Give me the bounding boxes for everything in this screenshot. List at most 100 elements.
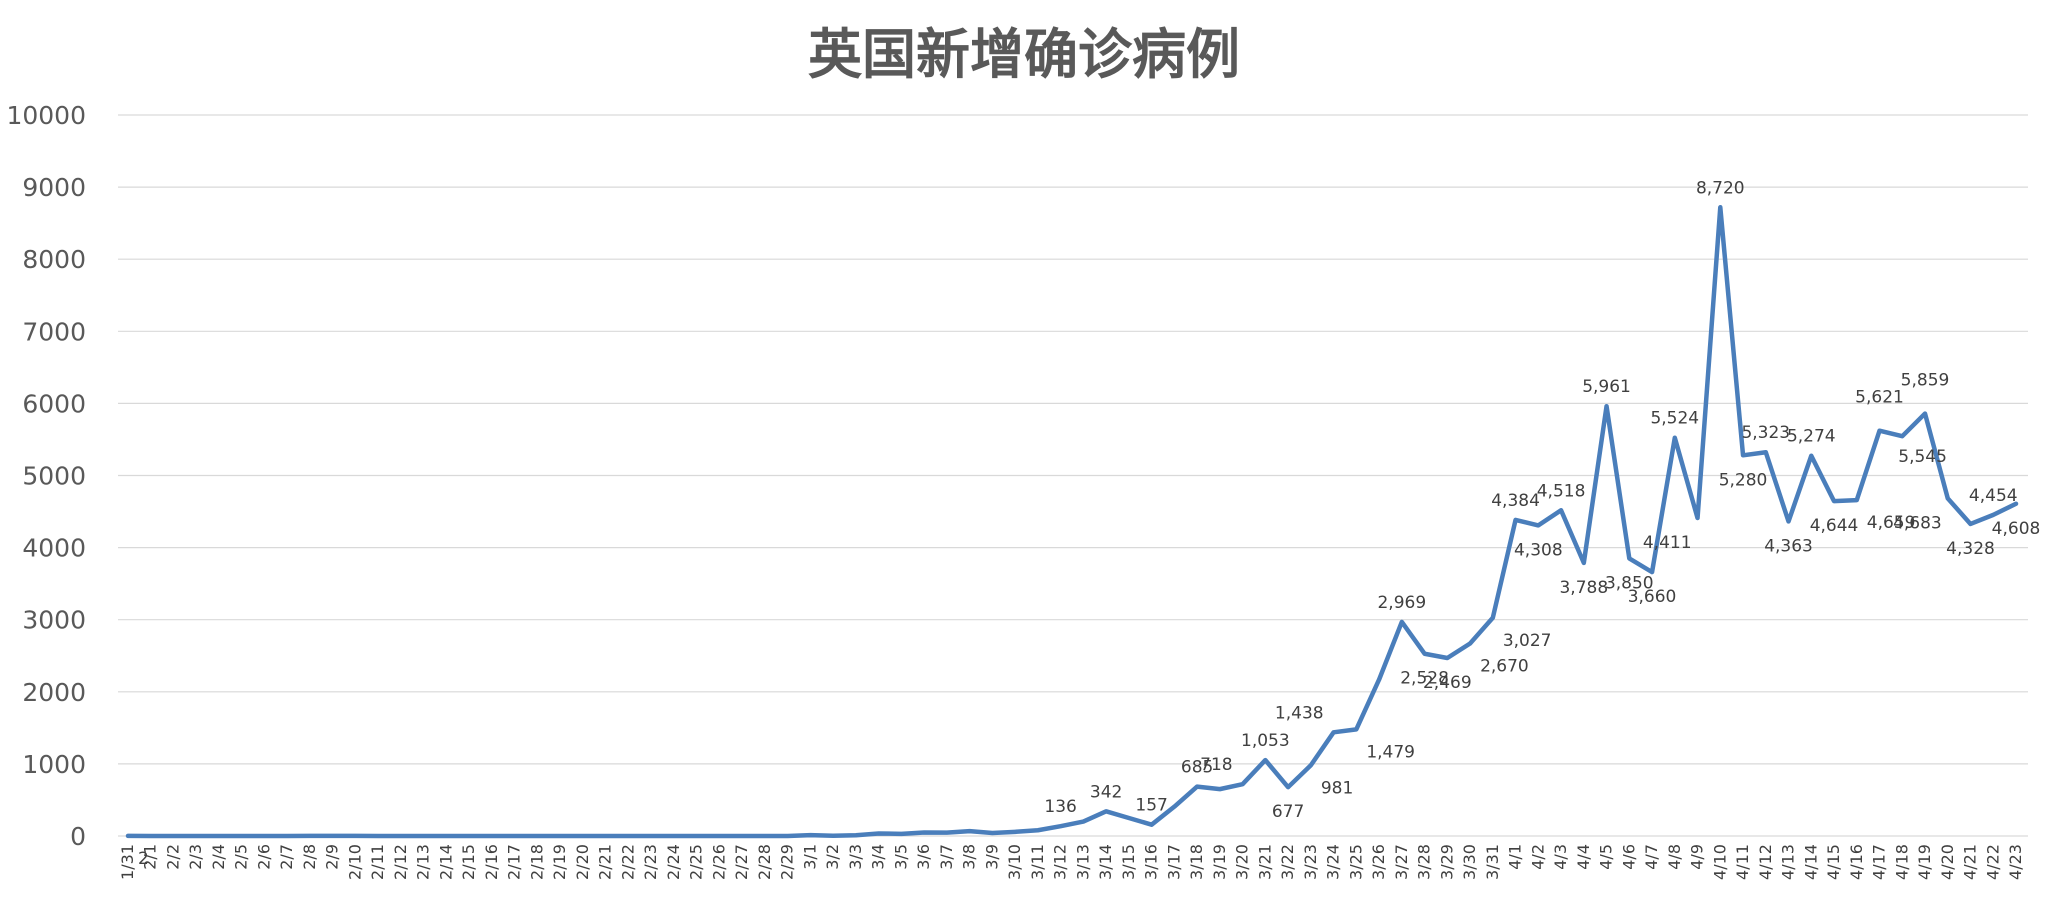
- data-label: 718: [1200, 755, 1232, 775]
- x-tick-label: 3/5: [891, 844, 910, 870]
- x-tick-label: 4/18: [1892, 844, 1911, 880]
- x-tick-label: 3/25: [1346, 844, 1365, 880]
- data-label: 1,479: [1366, 742, 1415, 762]
- x-tick-label: 4/23: [2006, 844, 2025, 880]
- x-tick-label: 2/29: [778, 844, 797, 880]
- data-label: 3,788: [1559, 578, 1608, 598]
- x-tick-label: 2/13: [414, 844, 433, 880]
- gridlines: [118, 114, 2028, 837]
- data-label: 4,608: [1992, 519, 2041, 539]
- data-label: 4,683: [1893, 513, 1942, 533]
- data-label: 2: [138, 849, 149, 869]
- data-label: 2,469: [1423, 673, 1472, 693]
- data-label: 4,411: [1643, 533, 1692, 553]
- x-tick-label: 3/4: [869, 844, 888, 870]
- data-label: 8,720: [1696, 178, 1745, 198]
- y-tick-label: 3000: [22, 606, 86, 635]
- x-tick-label: 3/28: [1415, 844, 1434, 880]
- x-tick-label: 4/17: [1870, 844, 1889, 880]
- x-tick-label: 3/23: [1301, 844, 1320, 880]
- x-tick-label: 4/13: [1779, 844, 1798, 880]
- x-tick-label: 2/27: [732, 844, 751, 880]
- x-tick-label: 2/12: [391, 844, 410, 880]
- x-tick-label: 4/15: [1824, 844, 1843, 880]
- x-tick-label: 2/18: [527, 844, 546, 880]
- series-line: [125, 205, 2019, 839]
- x-tick-label: 2/15: [459, 844, 478, 880]
- x-tick-label: 2/4: [209, 844, 228, 870]
- x-tick-label: 4/8: [1665, 844, 1684, 870]
- x-tick-label: 3/10: [1005, 844, 1024, 880]
- data-label: 4,644: [1810, 516, 1859, 536]
- x-tick-label: 3/19: [1210, 844, 1229, 880]
- x-tick-label: 3/13: [1073, 844, 1092, 880]
- x-tick-label: 3/26: [1369, 844, 1388, 880]
- x-tick-label: 2/28: [755, 844, 774, 880]
- chart-title: 英国新增确诊病例: [808, 22, 1240, 86]
- data-label: 1,053: [1241, 731, 1290, 751]
- x-tick-label: 4/7: [1642, 844, 1661, 870]
- x-tick-label: 2/25: [687, 844, 706, 880]
- x-tick-label: 2/17: [505, 844, 524, 880]
- y-tick-label: 2000: [22, 678, 86, 707]
- x-tick-label: 3/22: [1278, 844, 1297, 880]
- x-tick-label: 3/11: [1028, 844, 1047, 880]
- data-label: 3,027: [1503, 631, 1552, 651]
- x-tick-label: 1/31: [118, 844, 137, 880]
- x-tick-label: 4/10: [1710, 844, 1729, 880]
- y-tick-label: 5000: [22, 462, 86, 491]
- x-tick-label: 2/10: [345, 844, 364, 880]
- x-tick-label: 2/9: [323, 844, 342, 870]
- data-label: 4,454: [1969, 486, 2018, 506]
- data-label: 4,384: [1491, 491, 1540, 511]
- x-tick-label: 3/2: [823, 844, 842, 870]
- y-tick-label: 8000: [22, 245, 86, 274]
- data-label: 5,524: [1650, 409, 1699, 429]
- data-label: 136: [1044, 797, 1076, 817]
- data-label: 3,660: [1628, 587, 1677, 607]
- y-tick-label: 0: [70, 822, 86, 851]
- data-label: 5,859: [1901, 371, 1950, 391]
- x-tick-label: 3/31: [1483, 844, 1502, 880]
- x-tick-label: 2/8: [300, 844, 319, 870]
- x-tick-label: 2/3: [186, 844, 205, 870]
- x-tick-label: 3/7: [937, 844, 956, 870]
- x-tick-label: 2/19: [550, 844, 569, 880]
- x-tick-label: 3/18: [1187, 844, 1206, 880]
- x-tick-label: 3/12: [1051, 844, 1070, 880]
- x-tick-label: 3/24: [1324, 844, 1343, 880]
- x-tick-label: 3/17: [1164, 844, 1183, 880]
- x-tick-label: 4/22: [1983, 844, 2002, 880]
- x-tick-label: 2/26: [709, 844, 728, 880]
- x-tick-label: 4/19: [1915, 844, 1934, 880]
- y-axis-ticks: 0 1000 2000 3000 4000 5000 6000 7000 8000 9000 100…: [6, 101, 86, 851]
- x-tick-label: 3/29: [1437, 844, 1456, 880]
- x-tick-label: 3/8: [960, 844, 979, 870]
- y-tick-label: 1000: [22, 750, 86, 779]
- x-tick-label: 3/14: [1096, 844, 1115, 880]
- x-tick-label: 3/27: [1392, 844, 1411, 880]
- x-tick-label: 4/16: [1847, 844, 1866, 880]
- data-label: 5,274: [1787, 427, 1836, 447]
- x-tick-label: 2/2: [163, 844, 182, 870]
- x-tick-label: 3/30: [1460, 844, 1479, 880]
- x-tick-label: 3/1: [800, 844, 819, 870]
- x-tick-label: 2/5: [232, 844, 251, 870]
- x-tick-label: 2/21: [596, 844, 615, 880]
- data-label: 1,438: [1275, 703, 1324, 723]
- x-tick-label: 4/12: [1756, 844, 1775, 880]
- data-label: 5,545: [1898, 447, 1947, 467]
- data-label: 677: [1272, 802, 1304, 822]
- x-tick-label: 2/6: [254, 844, 273, 870]
- data-label: 5,323: [1741, 423, 1790, 443]
- x-tick-label: 2/22: [618, 844, 637, 880]
- data-label: 2,528: [1400, 669, 1449, 689]
- data-label: 4,308: [1514, 540, 1563, 560]
- data-label: 685: [1181, 758, 1213, 778]
- y-tick-label: 9000: [22, 173, 86, 202]
- data-label: 4,363: [1764, 536, 1813, 556]
- x-tick-label: 2/11: [368, 844, 387, 880]
- data-label: 5,961: [1582, 377, 1631, 397]
